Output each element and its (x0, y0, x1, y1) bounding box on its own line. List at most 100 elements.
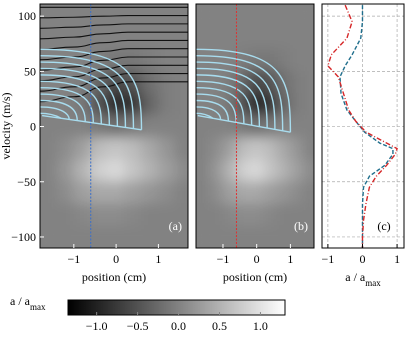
heatmap-cell (235, 181, 251, 205)
heatmap-cell (40, 203, 58, 227)
heatmap-cell (276, 225, 291, 248)
heatmap-cell (73, 26, 92, 50)
colorbar-tick-label: 0.0 (171, 319, 186, 333)
heatmap-cell (235, 115, 251, 139)
plot-frame (39, 3, 189, 249)
x-axis-label-main: a / a (345, 270, 366, 284)
heatmap-cell (303, 92, 314, 117)
heatmap-cell (174, 92, 188, 117)
heatmap-cell (235, 159, 251, 183)
x-tick-label: 0 (254, 252, 260, 266)
heatmap-cell (56, 225, 75, 248)
heatmap-cell (40, 92, 58, 117)
heatmap-cell (40, 225, 58, 248)
heatmap-cell (140, 181, 159, 205)
heatmap-cell (235, 4, 251, 28)
heatmap-cell (249, 4, 264, 28)
heatmap-cell (303, 225, 314, 248)
heatmap-cell (90, 203, 109, 227)
heatmap-cell (276, 203, 291, 227)
colorbar (67, 299, 286, 316)
heatmap-cell (124, 203, 142, 227)
blue-contour (40, 74, 111, 126)
heatmap-cell (276, 115, 291, 139)
heatmap-cell (289, 4, 305, 28)
heatmap-cell (140, 4, 159, 28)
heatmap-cell (289, 137, 305, 161)
heatmap-cell (289, 26, 305, 50)
heatmap-cell (90, 181, 109, 205)
heatmap-cell (90, 115, 109, 139)
heatmap-cell (276, 4, 291, 28)
heatmap-cell (73, 203, 92, 227)
y-tick-label: 0 (30, 120, 36, 134)
heatmap-cell (157, 203, 176, 227)
x-axis-label-sub: max (365, 278, 381, 288)
heatmap-cell (249, 203, 264, 227)
black-contour (40, 48, 188, 61)
y-tick-label: −100 (11, 230, 36, 244)
heatmap-cell (107, 203, 126, 227)
heatmap-cell (276, 48, 291, 72)
heatmap-cell (289, 159, 305, 183)
heatmap-cell (124, 4, 142, 28)
heatmap-cell (73, 92, 92, 117)
blue-contour (40, 86, 94, 123)
heatmap-cell (124, 181, 142, 205)
blue-contour (196, 61, 276, 130)
heatmap-cell (262, 225, 278, 248)
heatmap-cell (303, 70, 314, 94)
black-contour (40, 23, 188, 29)
heatmap-cell (56, 26, 75, 50)
heatmap-cell (107, 159, 126, 183)
x-axis-label: position (cm) (223, 270, 287, 284)
heatmap-cell (262, 137, 278, 161)
blue-contour (196, 74, 261, 127)
black-contour (40, 73, 188, 92)
heatmap-cell (262, 159, 278, 183)
panel-label: (b) (294, 219, 308, 233)
x-tick-label: 1 (394, 252, 400, 266)
black-contour (40, 64, 188, 82)
heatmap-cell (107, 137, 126, 161)
black-contour (40, 39, 188, 50)
heatmap-cell (56, 48, 75, 72)
heatmap-cell (208, 115, 224, 139)
heatmap-cells (40, 4, 188, 248)
black-contour (40, 81, 188, 103)
heatmap-cell (40, 115, 58, 139)
blue-contour (196, 86, 245, 124)
heatmap-cell (303, 48, 314, 72)
heatmap-cell (174, 203, 188, 227)
heatmap-cell (140, 70, 159, 94)
heatmap-cell (157, 26, 176, 50)
blue-contour (42, 114, 142, 131)
heatmap-cell (124, 137, 142, 161)
colorbar-tick-label: 0.5 (212, 319, 227, 333)
black-contour (40, 15, 188, 19)
heatmap-cell (289, 92, 305, 117)
heatmap-cell (140, 159, 159, 183)
heatmap-cell (90, 137, 109, 161)
heatmap-cell (56, 159, 75, 183)
heatmap-cell (196, 225, 210, 248)
heatmap-cell (196, 4, 210, 28)
heatmap-cell (208, 181, 224, 205)
heatmap-cell (174, 225, 188, 248)
heatmap-cell (174, 70, 188, 94)
heatmap-cell (56, 203, 75, 227)
black-contour (40, 56, 188, 71)
heatmap-cell (249, 26, 264, 50)
heatmap-cell (289, 115, 305, 139)
colorbar-label: a / amax (10, 294, 46, 312)
heatmap-cell (174, 159, 188, 183)
heatmap-cell (196, 137, 210, 161)
heatmap-cell (289, 203, 305, 227)
y-tick-label: −50 (17, 175, 36, 189)
y-axis-label: velocity (m/s) (0, 93, 13, 160)
heatmap-cell (196, 159, 210, 183)
heatmap-cell (249, 181, 264, 205)
heatmap-cell (157, 92, 176, 117)
heatmap-cell (107, 181, 126, 205)
contours (196, 48, 292, 133)
